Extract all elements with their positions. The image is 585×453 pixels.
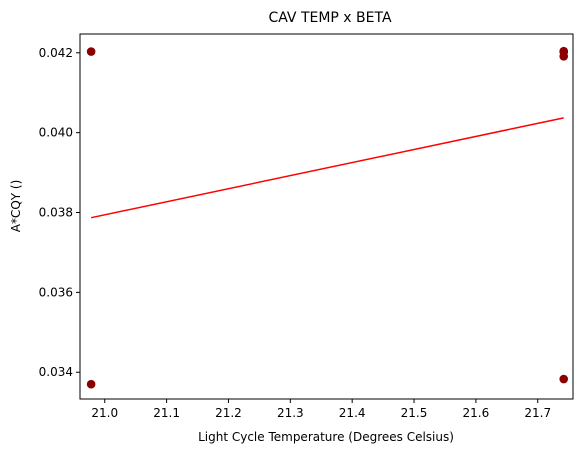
plot-series — [86, 46, 569, 389]
trend-line — [90, 117, 564, 219]
data-point — [86, 379, 96, 389]
x-tick-label: 21.7 — [524, 406, 551, 420]
y-tick-label: 0.040 — [39, 126, 73, 140]
x-tick-label: 21.1 — [153, 406, 180, 420]
y-tick-label: 0.034 — [39, 365, 73, 379]
data-point — [559, 47, 569, 57]
x-axis-title: Light Cycle Temperature (Degrees Celsius… — [198, 430, 454, 444]
x-tick-label: 21.6 — [463, 406, 490, 420]
x-tick-label: 21.4 — [339, 406, 366, 420]
plot-frame — [79, 33, 574, 400]
x-tick-label: 21.5 — [401, 406, 428, 420]
x-tick-label: 21.2 — [215, 406, 242, 420]
data-point — [86, 47, 96, 56]
x-axis-ticks: 21.0 21.1 21.2 21.3 21.4 21.5 21.6 21.7 — [91, 399, 551, 420]
x-tick-label: 21.3 — [277, 406, 304, 420]
y-tick-label: 0.036 — [39, 285, 73, 299]
x-tick-label: 21.0 — [91, 406, 118, 420]
y-axis-title: A*CQY () — [9, 180, 23, 233]
y-tick-label: 0.042 — [39, 46, 73, 60]
chart-title: CAV TEMP x BETA — [268, 10, 392, 26]
y-axis-ticks: 0.034 0.036 0.038 0.040 0.042 — [39, 46, 80, 379]
y-tick-label: 0.038 — [39, 206, 73, 220]
data-point — [559, 374, 569, 384]
